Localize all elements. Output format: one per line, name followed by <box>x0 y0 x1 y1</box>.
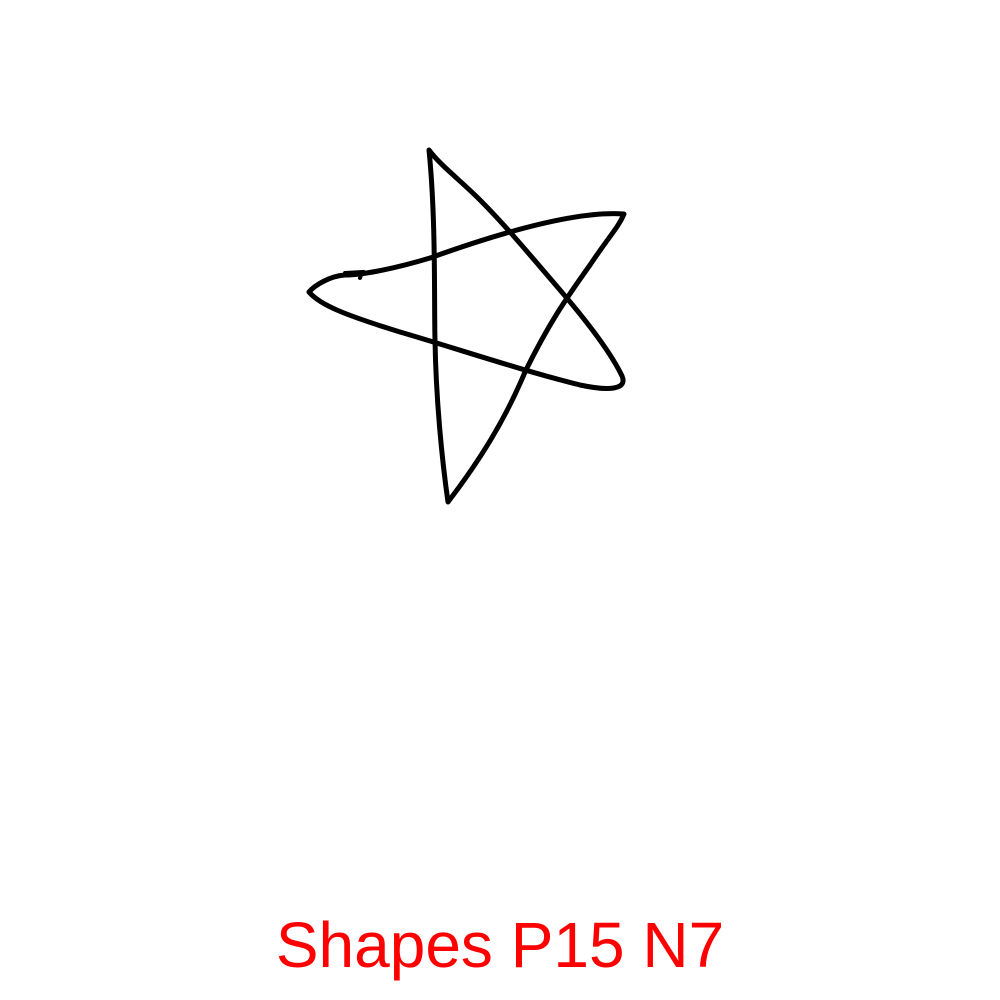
star-stroke <box>306 147 627 505</box>
caption-label: Shapes P15 N7 <box>275 909 725 981</box>
star-stroke-tick <box>343 269 365 280</box>
